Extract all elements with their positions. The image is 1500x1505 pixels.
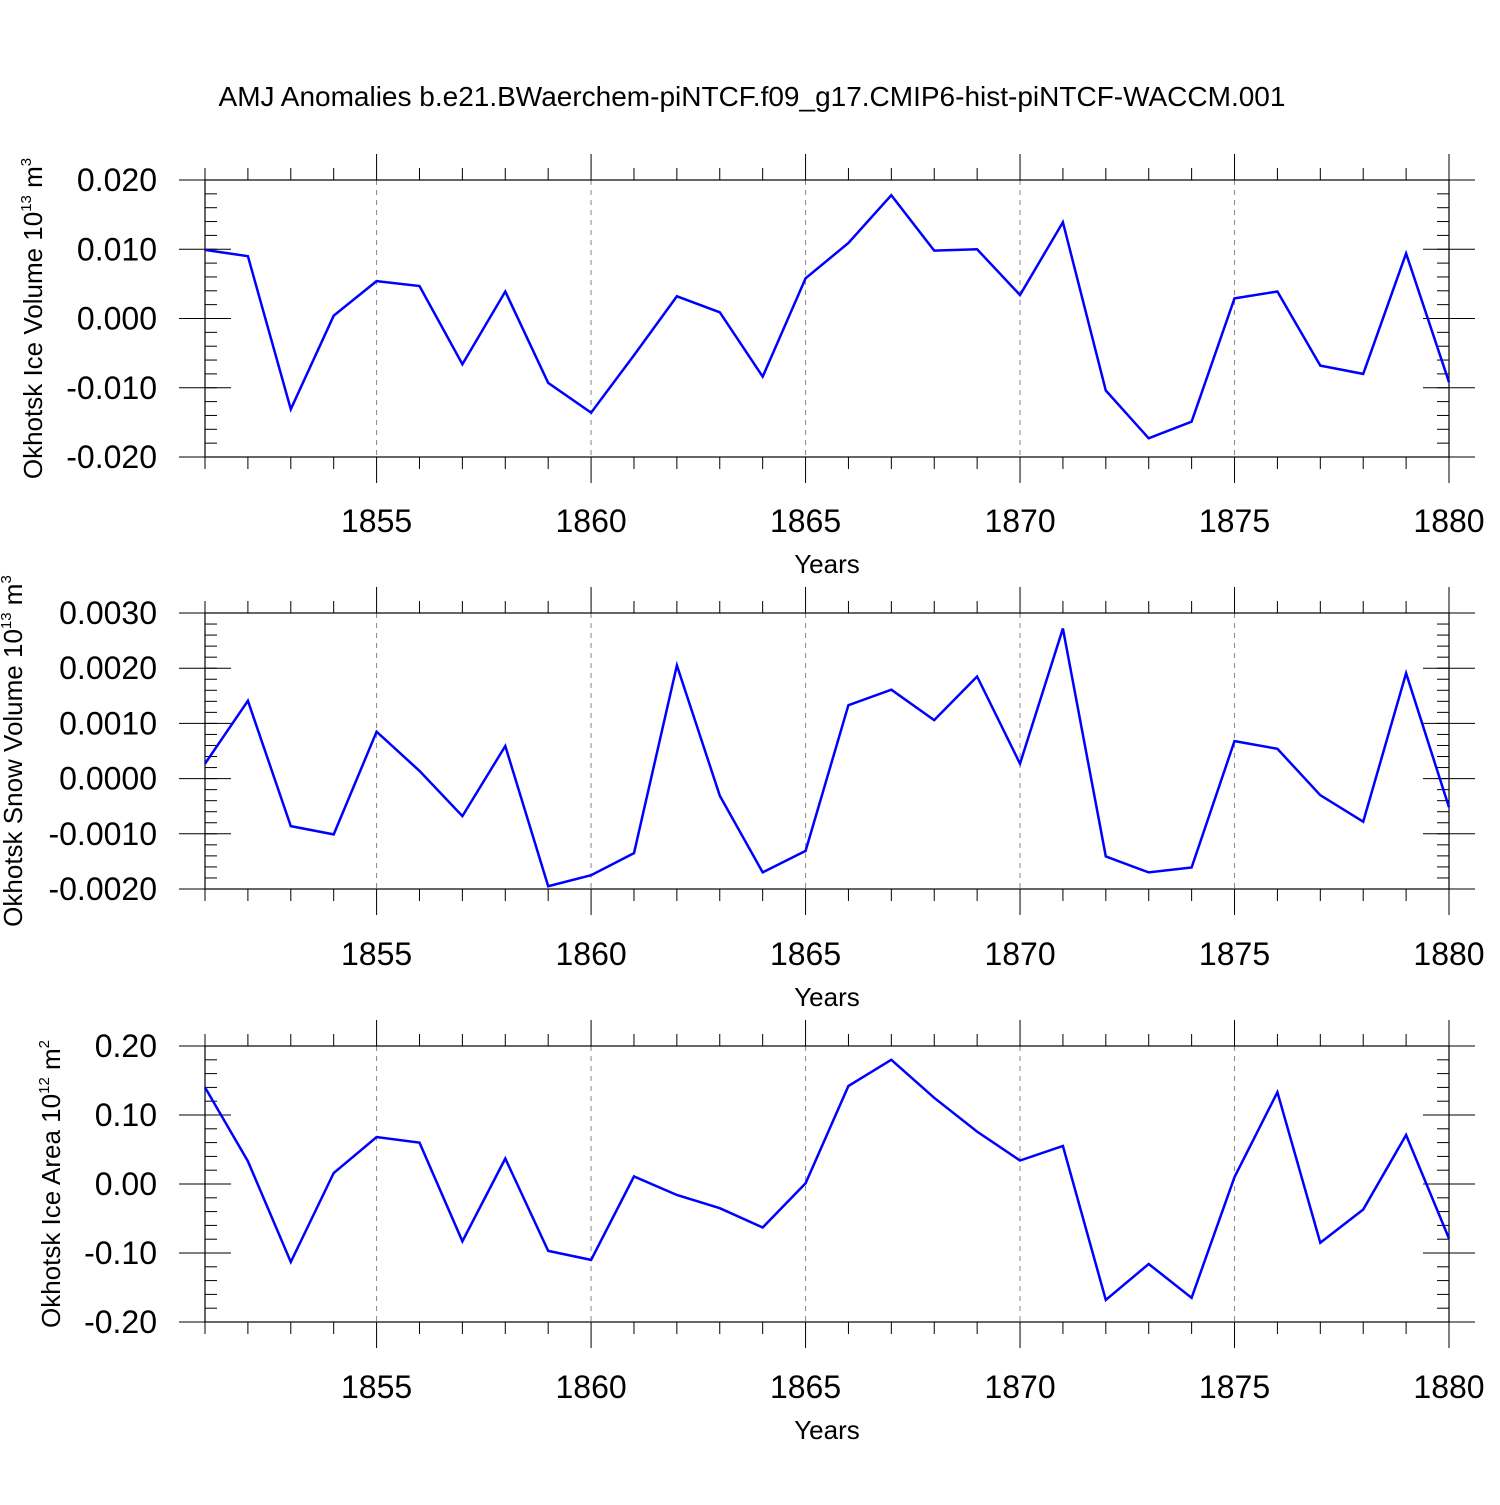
panels: -0.020 -0.010 0.000 0.010 0.020 1855 1860 1865 1… bbox=[0, 154, 1485, 1445]
y-tick-label: -0.0020 bbox=[48, 871, 157, 907]
x-tick-label: 1880 bbox=[1413, 936, 1484, 972]
y-axis-title-text: Okhotsk Ice Volume 10 bbox=[18, 212, 48, 479]
y-tick-label: 0.000 bbox=[77, 301, 157, 337]
y-tick-label: 0.010 bbox=[77, 231, 157, 267]
y-tick-label: 0.0010 bbox=[59, 705, 157, 741]
panel-3: -0.20 -0.10 0.00 0.10 0.20 1855 1860 1865 1870 18… bbox=[36, 1020, 1485, 1445]
x-tick-label: 1870 bbox=[984, 503, 1055, 539]
x-tick-label: 1865 bbox=[770, 936, 841, 972]
y-tick-label: -0.010 bbox=[66, 370, 157, 406]
plot-frame bbox=[204, 1045, 1450, 1323]
x-tick-label: 1860 bbox=[555, 936, 626, 972]
series-line bbox=[203, 628, 1451, 888]
y-tick-label: 0.0030 bbox=[59, 595, 157, 631]
x-tick-label: 1855 bbox=[341, 503, 412, 539]
y-axis-title-text: Okhotsk Ice Area 10 bbox=[36, 1094, 66, 1328]
x-axis-title: Years bbox=[794, 549, 860, 579]
figure-title: AMJ Anomalies b.e21.BWaerchem-piNTCF.f09… bbox=[219, 81, 1286, 112]
y-axis-title-unit-exponent: 3 bbox=[18, 158, 35, 166]
x-tick-label: 1855 bbox=[341, 936, 412, 972]
y-tick-label: -0.10 bbox=[84, 1235, 157, 1271]
y-axis-title-exponent: 13 bbox=[0, 612, 15, 629]
y-axis-title-exponent: 13 bbox=[18, 195, 35, 212]
plot-frame bbox=[204, 179, 1450, 458]
y-tick-label: -0.20 bbox=[84, 1304, 157, 1340]
x-tick-label: 1880 bbox=[1413, 1369, 1484, 1405]
y-axis-title: Okhotsk Ice Volume 1013 m3 bbox=[18, 158, 48, 479]
y-tick-label: 0.020 bbox=[77, 162, 157, 198]
x-tick-label: 1860 bbox=[555, 1369, 626, 1405]
panel-1: -0.020 -0.010 0.000 0.010 0.020 1855 1860 1865 1… bbox=[18, 154, 1485, 579]
y-axis-title: Okhotsk Snow Volume 1013 m3 bbox=[0, 575, 28, 927]
x-tick-label: 1860 bbox=[555, 503, 626, 539]
x-tick-label: 1865 bbox=[770, 1369, 841, 1405]
y-axis-title-text: Okhotsk Snow Volume 10 bbox=[0, 629, 28, 927]
y-axis-title-unit: m bbox=[36, 1048, 66, 1077]
y-axis-title-exponent: 12 bbox=[36, 1077, 53, 1094]
x-tick-label: 1875 bbox=[1199, 1369, 1270, 1405]
x-tick-label: 1855 bbox=[341, 1369, 412, 1405]
y-tick-label: -0.020 bbox=[66, 439, 157, 475]
y-axis-title: Okhotsk Ice Area 1012 m2 bbox=[36, 1040, 66, 1328]
y-axis-title-unit: m bbox=[18, 166, 48, 195]
x-axis-title: Years bbox=[794, 982, 860, 1012]
series-line bbox=[204, 193, 1451, 440]
x-axis-title: Years bbox=[794, 1415, 860, 1445]
y-tick-label: 0.20 bbox=[95, 1028, 157, 1064]
x-tick-label: 1870 bbox=[984, 936, 1055, 972]
y-axis-title-unit-exponent: 2 bbox=[36, 1040, 53, 1048]
y-tick-label: 0.10 bbox=[95, 1097, 157, 1133]
x-tick-label: 1875 bbox=[1199, 936, 1270, 972]
x-tick-label: 1870 bbox=[984, 1369, 1055, 1405]
y-axis-title-unit: m bbox=[0, 584, 28, 613]
y-tick-label: 0.0000 bbox=[59, 761, 157, 797]
series-line bbox=[203, 1058, 1451, 1303]
y-tick-label: 0.00 bbox=[95, 1166, 157, 1202]
y-axis-title-unit-exponent: 3 bbox=[0, 575, 15, 583]
y-tick-label: -0.0010 bbox=[48, 816, 157, 852]
plot-frame bbox=[204, 612, 1450, 890]
y-tick-label: 0.0020 bbox=[59, 650, 157, 686]
x-tick-label: 1880 bbox=[1413, 503, 1484, 539]
x-tick-label: 1865 bbox=[770, 503, 841, 539]
x-tick-label: 1875 bbox=[1199, 503, 1270, 539]
panel-2: -0.0020 -0.0010 0.0000 0.0010 0.0020 0.0030 18… bbox=[0, 575, 1485, 1012]
